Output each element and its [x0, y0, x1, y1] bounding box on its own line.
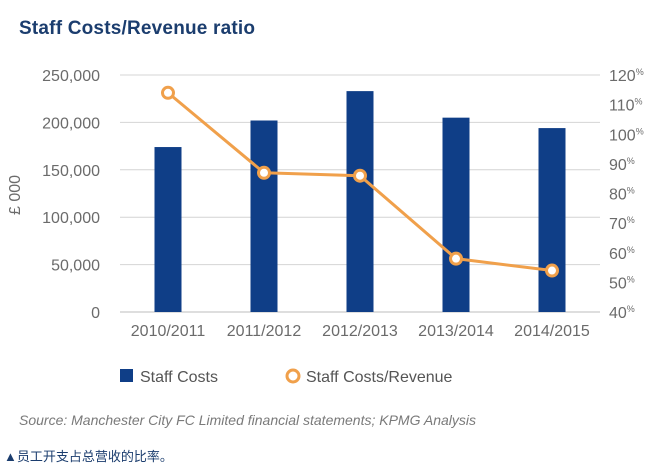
bar [538, 128, 566, 312]
y2-tick-label: 60% [609, 245, 635, 263]
bar [442, 117, 470, 312]
bar [250, 120, 278, 312]
x-tick-label: 2010/2011 [131, 323, 206, 340]
ratio-point [545, 263, 559, 278]
y-tick-label: 50,000 [51, 258, 100, 275]
y2-tick-label: 50% [609, 274, 635, 292]
ratio-point [353, 168, 367, 183]
ratio-point [449, 251, 463, 266]
chart-panel: Staff Costs/Revenue ratio 0 50,000 100,000… [7, 18, 644, 428]
bar [154, 147, 182, 312]
y-tick-label: 200,000 [42, 115, 100, 132]
y2-tick-label: 70% [609, 215, 635, 233]
y2-tick-label: 90% [609, 156, 635, 174]
y-tick-label: 250,000 [42, 68, 100, 85]
bar [346, 91, 374, 312]
chart-svg: 0 50,000 100,000 150,000 200,000 250,000 40% 50… [7, 67, 644, 386]
legend-swatch-staff-costs [120, 369, 133, 382]
legend-label-staff-costs: Staff Costs [140, 369, 218, 386]
x-tick-label: 2012/2013 [322, 323, 398, 340]
y2-tick-label: 80% [609, 186, 635, 204]
y-axis-label: £ 000 [7, 175, 24, 215]
y-tick-label: 150,000 [42, 163, 100, 180]
ratio-point [161, 85, 175, 100]
source-note: Source: Manchester City FC Limited finan… [19, 412, 476, 428]
ratio-point [257, 165, 271, 180]
legend-label-ratio: Staff Costs/Revenue [306, 369, 453, 386]
y-tick-label: 0 [91, 305, 100, 322]
x-tick-label: 2011/2012 [227, 323, 302, 340]
legend-swatch-ratio [285, 368, 301, 384]
y2-tick-label: 100% [609, 126, 644, 144]
chart-title: Staff Costs/Revenue ratio [19, 18, 256, 39]
y2-tick-label: 40% [609, 304, 635, 322]
x-tick-label: 2013/2014 [418, 323, 494, 340]
y2-tick-label: 110% [609, 97, 643, 115]
x-tick-label: 2014/2015 [514, 323, 590, 340]
y2-tick-label: 120% [609, 67, 644, 85]
y-tick-label: 100,000 [42, 210, 100, 227]
caption: ▲员工开支占总营收的比率。 [4, 449, 173, 464]
